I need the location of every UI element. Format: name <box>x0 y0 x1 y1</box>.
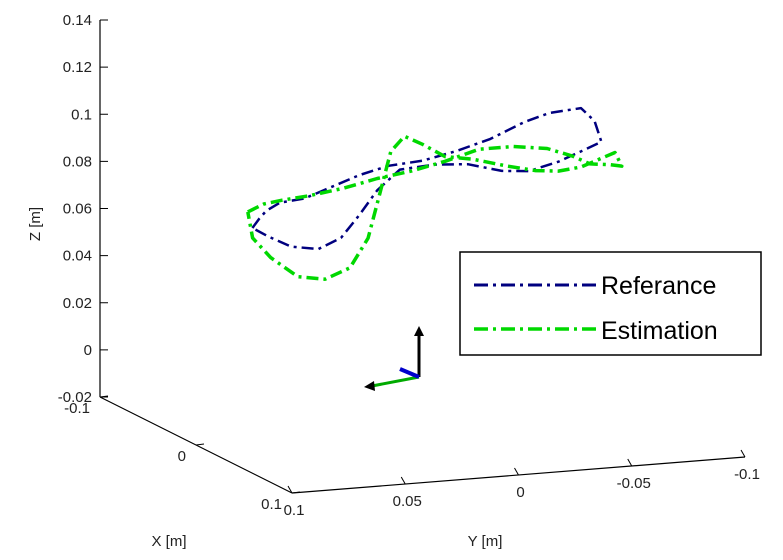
x-axis-label: X [m] <box>151 533 186 550</box>
z-tick-label: 0.1 <box>71 106 92 123</box>
y-ticks: 0.1 0.05 0 -0.05 -0.1 <box>284 449 760 519</box>
z-tick-label: 0.08 <box>63 153 92 170</box>
y-tick-mark <box>627 458 633 467</box>
x-tick-mark <box>99 395 109 398</box>
z-tick-label: 0.14 <box>63 12 92 29</box>
x-tick-mark <box>291 491 301 494</box>
legend-box <box>459 251 762 356</box>
y-tick-label: 0 <box>516 484 524 501</box>
z-axis-label: Z [m] <box>27 207 44 241</box>
frame-z-arrowhead <box>414 326 424 336</box>
frame-y-arrow <box>399 367 420 379</box>
y-tick-label: 0.1 <box>284 502 305 519</box>
series-line-referance <box>251 106 603 251</box>
y-tick-mark <box>287 485 293 494</box>
y-axis-label: Y [m] <box>468 533 503 550</box>
frame-x-arrow <box>371 375 420 388</box>
y-tick-label: 0.05 <box>393 493 422 510</box>
y-tick-label: -0.1 <box>734 466 760 483</box>
z-tick-label: 0.02 <box>63 295 92 312</box>
x-tick-label: 0 <box>178 448 186 465</box>
z-tick-label: -0.02 <box>58 389 92 406</box>
x-tick-label: -0.1 <box>64 400 90 417</box>
y-tick-mark <box>400 476 406 485</box>
z-tick-label: 0.06 <box>63 201 92 218</box>
legend-label-estimation: Estimation <box>601 317 718 345</box>
y-tick-mark <box>740 449 746 458</box>
legend: Referance Estimation <box>459 251 762 356</box>
y-tick-mark <box>514 467 519 476</box>
z-tick-label: 0 <box>84 342 92 359</box>
legend-label-referance: Referance <box>601 272 716 300</box>
x-tick-mark <box>195 443 205 446</box>
z-tick-label: 0.04 <box>63 248 92 265</box>
z-tick-label: 0.12 <box>63 59 92 76</box>
coordinate-frame-icon <box>364 326 424 391</box>
series-layer <box>246 106 624 281</box>
y-tick-label: -0.05 <box>617 475 651 492</box>
frame-x-arrowhead <box>364 381 375 391</box>
series-line-estimation <box>246 134 624 281</box>
x-ticks: 0.1 0 -0.1 <box>64 395 301 513</box>
x-tick-label: 0.1 <box>261 496 282 513</box>
z-ticks: 0.14 0.12 0.1 0.08 0.06 0.04 0.02 0 -0.02 <box>58 12 108 406</box>
